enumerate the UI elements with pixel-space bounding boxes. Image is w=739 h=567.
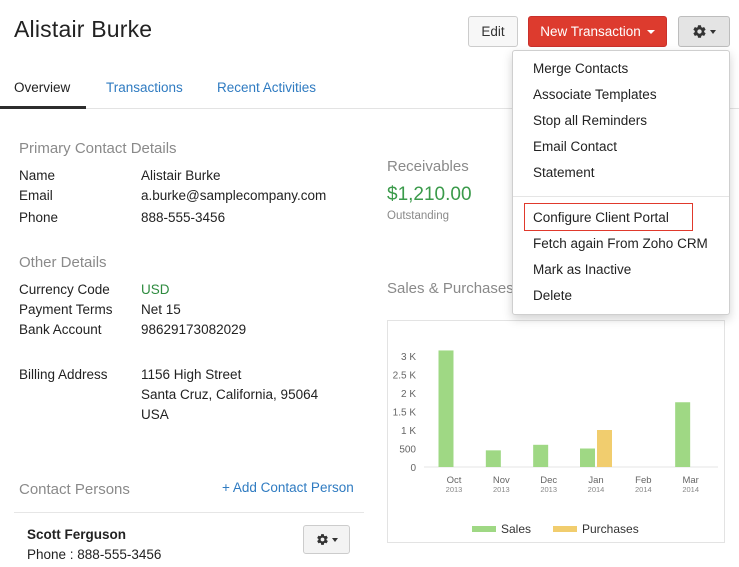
new-transaction-label: New Transaction [540,24,641,39]
menu-divider [513,196,729,197]
purchases-bar [597,430,612,467]
payment-terms-label: Payment Terms [19,302,113,317]
x-tick-year-label: 2014 [682,485,699,494]
contact-person-phone: Phone : 888-555-3456 [27,547,162,562]
sales-bar [580,448,595,467]
phone-label: Phone [19,210,59,225]
settings-menu-button[interactable] [678,16,730,47]
currency-code-label: Currency Code [19,282,110,297]
payment-terms-value: Net 15 [141,302,181,317]
legend-swatch-sales [472,526,496,532]
x-tick-label: Nov [493,475,510,486]
primary-contact-heading: Primary Contact Details [19,140,177,157]
name-label: Name [19,168,56,183]
y-tick-label: 3 K [401,352,416,363]
x-tick-year-label: 2013 [446,485,463,494]
chevron-down-icon [646,29,655,34]
sales-purchases-heading: Sales & Purchases [387,280,514,297]
y-tick-label: 1.5 K [393,408,417,419]
gear-icon [316,534,328,545]
receivables-amount: $1,210.00 [387,184,472,205]
menu-item-associate-templates[interactable]: Associate Templates [533,87,657,102]
x-tick-year-label: 2013 [493,485,510,494]
y-tick-label: 500 [399,445,416,456]
contact-person-card [14,512,364,567]
menu-item-highlight-box [524,203,693,231]
name-value: Alistair Burke [141,168,221,183]
edit-button[interactable]: Edit [468,16,518,47]
x-tick-year-label: 2013 [540,485,557,494]
other-details-heading: Other Details [19,254,107,271]
phone-value: 888-555-3456 [141,210,226,225]
billing-address-label: Billing Address [19,367,108,382]
menu-item-stop-reminders[interactable]: Stop all Reminders [533,113,648,128]
sales-bar [485,450,501,467]
currency-code-value: USD [141,282,170,297]
tab-transactions[interactable]: Transactions [106,80,183,95]
sales-bar [533,444,549,467]
menu-item-fetch-from-zoho-crm[interactable]: Fetch again From Zoho CRM [533,236,708,251]
receivables-status: Outstanding [387,210,450,222]
settings-dropdown-menu: Merge Contacts Associate Templates Stop … [512,50,730,315]
x-tick-label: Feb [635,475,651,486]
tab-overview[interactable]: Overview [14,80,71,95]
y-tick-label: 0 [410,463,416,474]
active-tab-indicator [0,106,86,109]
legend-label-sales: Sales [501,522,531,536]
x-tick-label: Oct [447,475,462,486]
contact-person-settings-button[interactable] [303,525,350,554]
gear-icon [693,25,706,38]
email-label: Email [19,188,53,203]
contact-persons-heading: Contact Persons [19,481,130,498]
y-tick-label: 1 K [401,426,416,437]
sales-bar [675,402,691,467]
menu-item-configure-client-portal[interactable]: Configure Client Portal [533,210,669,225]
chevron-down-icon [710,29,716,34]
menu-item-statement[interactable]: Statement [533,165,595,180]
billing-address-line: 1156 High Street [141,367,242,382]
email-value: a.burke@samplecompany.com [141,188,327,203]
add-contact-person-link[interactable]: + Add Contact Person [222,480,354,495]
legend-swatch-purchases [553,526,577,532]
y-tick-label: 2 K [401,389,416,400]
chevron-down-icon [331,537,338,542]
legend-label-purchases: Purchases [582,522,639,536]
sales-bar [438,350,454,467]
bank-account-value: 98629173082029 [141,322,247,337]
x-tick-label: Mar [682,475,698,486]
billing-address-line: Santa Cruz, California, 95064 [141,387,319,402]
menu-item-delete[interactable]: Delete [533,288,573,303]
bank-account-label: Bank Account [19,322,102,337]
tab-recent-activities[interactable]: Recent Activities [217,80,317,95]
menu-item-email-contact[interactable]: Email Contact [533,139,618,154]
billing-address-line: USA [141,407,169,422]
receivables-heading: Receivables [387,158,469,175]
tab-bar: Overview Transactions Recent Activities [0,70,739,109]
x-tick-label: Jan [588,475,603,486]
menu-item-merge-contacts[interactable]: Merge Contacts [533,61,629,76]
x-tick-year-label: 2014 [588,485,605,494]
contact-title: Alistair Burke [14,16,153,42]
x-tick-label: Dec [540,475,557,486]
new-transaction-button[interactable]: New Transaction [528,16,667,47]
x-tick-year-label: 2014 [635,485,652,494]
y-tick-label: 2.5 K [393,371,417,382]
contact-person-name: Scott Ferguson [27,527,127,542]
menu-item-mark-inactive[interactable]: Mark as Inactive [533,262,632,277]
